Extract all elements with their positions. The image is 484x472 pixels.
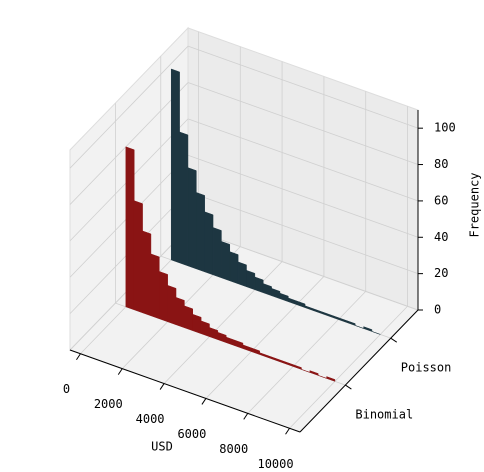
x-axis: [69, 349, 301, 433]
bar: [296, 300, 306, 308]
z-tick-label: 80: [434, 157, 448, 171]
bar: [150, 253, 160, 320]
bar: [167, 284, 177, 326]
grid-line: [205, 276, 325, 399]
bar: [271, 288, 281, 299]
bar: [237, 261, 247, 288]
y-tick: [390, 337, 398, 343]
bar: [187, 167, 197, 270]
z-tick-label: 60: [434, 193, 448, 207]
grid-line: [187, 191, 419, 275]
y-tick-label: Poisson: [401, 361, 452, 375]
bar: [221, 241, 231, 282]
bar: [363, 326, 373, 332]
grid-line: [187, 154, 419, 238]
x-tick-label: 8000: [219, 442, 248, 456]
grid-line: [247, 291, 367, 414]
bar: [192, 313, 202, 334]
grid-line: [69, 45, 189, 169]
bar: [179, 131, 189, 267]
bar: [371, 331, 381, 335]
grid-line: [69, 82, 189, 205]
x-tick: [285, 427, 290, 435]
z-tick-label: 100: [434, 121, 456, 135]
grid-line: [187, 118, 419, 202]
x-tick-label: 4000: [136, 412, 165, 426]
x-tick: [76, 353, 81, 361]
bar: [209, 327, 219, 340]
bar: [175, 297, 185, 329]
bar: [200, 320, 210, 337]
bar: [326, 376, 336, 382]
bar: [196, 192, 205, 273]
bar: [251, 347, 260, 355]
bar: [204, 211, 214, 276]
grid-line: [187, 45, 419, 129]
bar: [212, 227, 222, 279]
bar: [184, 305, 193, 332]
bar: [279, 292, 289, 302]
grid-line: [289, 305, 408, 429]
grid-line: [187, 227, 419, 311]
bar: [309, 370, 319, 376]
bar: [159, 271, 168, 323]
bar: [234, 339, 244, 349]
y-tick-label: Binomial: [355, 408, 413, 422]
x-tick: [243, 413, 249, 420]
x-tick-label: 0: [63, 382, 70, 396]
bar: [346, 320, 356, 326]
x-tick-label: 10000: [257, 457, 293, 471]
x-tick-label: 2000: [94, 397, 123, 411]
z-tick-label: 0: [434, 303, 441, 317]
bar: [229, 251, 239, 285]
bar: [292, 364, 302, 370]
x-tick: [201, 398, 207, 405]
x-axis-label: USD: [151, 440, 173, 454]
x-tick: [117, 368, 123, 375]
y-tick: [345, 384, 352, 390]
bar: [246, 269, 256, 291]
bar: [217, 331, 227, 343]
bar: [254, 276, 264, 294]
x-tick: [159, 383, 165, 390]
z-tick-label: 40: [434, 230, 448, 244]
bar: [262, 283, 272, 297]
bar: [142, 230, 152, 317]
x-tick-label: 6000: [177, 427, 206, 441]
bar: [133, 200, 143, 314]
z-axis-label: Frequency: [468, 172, 482, 237]
bar: [170, 68, 180, 264]
grid-line: [187, 82, 419, 165]
bar: [125, 146, 135, 311]
y-axis: [299, 309, 419, 433]
z-tick-label: 20: [434, 266, 448, 280]
